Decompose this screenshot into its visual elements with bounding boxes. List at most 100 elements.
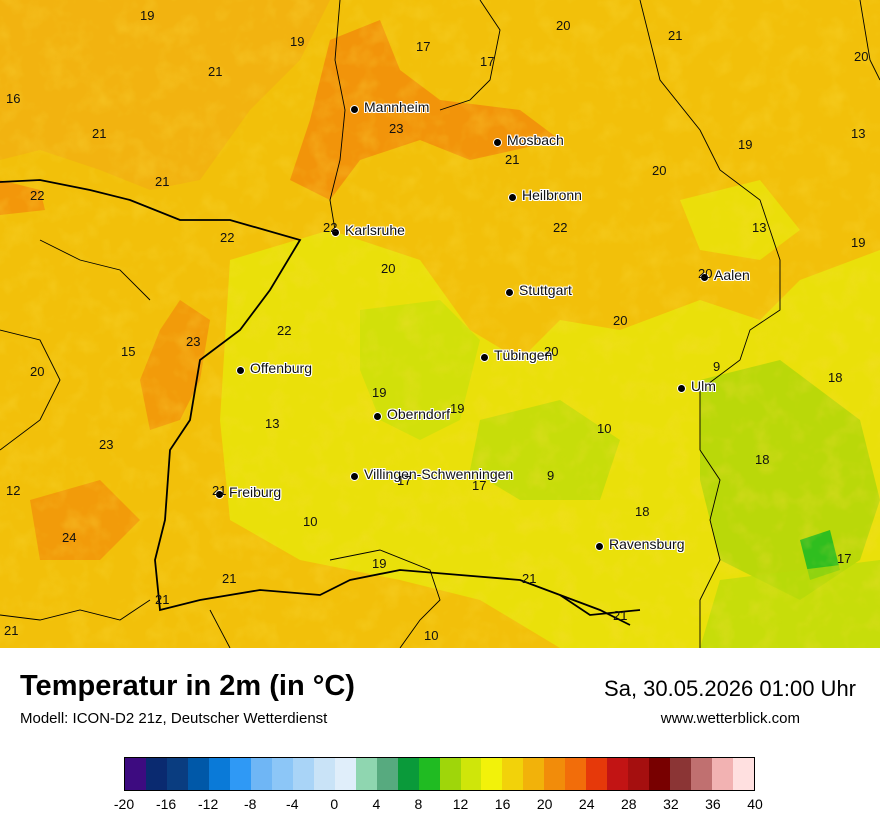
temperature-value: 21 xyxy=(155,592,170,607)
legend-tick-label: 24 xyxy=(578,796,595,812)
legend-swatch xyxy=(628,758,650,790)
legend-swatch xyxy=(670,758,692,790)
city-label: Offenburg xyxy=(250,360,313,376)
temperature-value: 17 xyxy=(837,551,852,566)
legend-tick-label: 32 xyxy=(663,796,679,812)
legend-tick-label: -20 xyxy=(113,796,135,812)
city-label: Mannheim xyxy=(364,99,430,115)
temperature-value: 20 xyxy=(652,163,667,178)
temperature-value: 22 xyxy=(323,220,338,235)
legend-tick-label: 0 xyxy=(330,796,339,812)
temperature-value: 10 xyxy=(597,421,612,436)
temperature-value: 15 xyxy=(121,344,136,359)
city-label: Oberndorf xyxy=(387,406,451,422)
legend-tick-label: 40 xyxy=(747,796,763,812)
legend-tick-label: 36 xyxy=(705,796,721,812)
temperature-value: 16 xyxy=(6,91,21,106)
temperature-value: 21 xyxy=(92,126,107,141)
legend-swatch xyxy=(460,758,482,790)
city-label: Stuttgart xyxy=(519,282,572,298)
temperature-value: 19 xyxy=(738,137,753,152)
temperature-value: 20 xyxy=(381,261,396,276)
legend-swatch xyxy=(250,758,272,790)
legend-tick-label: 4 xyxy=(372,796,381,812)
temperature-value: 20 xyxy=(544,344,559,359)
temperature-value: 24 xyxy=(62,530,77,545)
temperature-value: 22 xyxy=(553,220,568,235)
temperature-value: 21 xyxy=(613,608,628,623)
legend-swatch xyxy=(334,758,356,790)
city-marker xyxy=(373,412,382,421)
temperature-map xyxy=(0,0,880,648)
color-scale-legend xyxy=(124,757,755,791)
temperature-value: 17 xyxy=(397,473,412,488)
temperature-value: 23 xyxy=(99,437,114,452)
temperature-value: 20 xyxy=(854,49,869,64)
city-marker xyxy=(700,273,709,282)
city-marker xyxy=(595,542,604,551)
legend-swatch xyxy=(544,758,566,790)
temperature-value: 20 xyxy=(698,266,713,281)
legend-tick-label: 20 xyxy=(536,796,553,812)
model-subtitle: Modell: ICON-D2 21z, Deutscher Wetterdie… xyxy=(20,710,328,727)
website-link[interactable]: www.wetterblick.com xyxy=(660,710,800,727)
city-marker xyxy=(331,228,340,237)
temperature-value: 22 xyxy=(30,188,45,203)
temperature-value: 19 xyxy=(372,385,387,400)
temperature-value: 22 xyxy=(277,323,292,338)
forecast-datetime: Sa, 30.05.2026 01:00 Uhr xyxy=(604,676,856,701)
temperature-value: 10 xyxy=(424,628,439,643)
temperature-value: 18 xyxy=(828,370,843,385)
legend-tick-label: 16 xyxy=(494,796,511,812)
temperature-value: 13 xyxy=(265,416,280,431)
temperature-value: 19 xyxy=(450,401,465,416)
temperature-value: 12 xyxy=(6,483,21,498)
temperature-value: 19 xyxy=(372,556,387,571)
temperature-value: 23 xyxy=(389,121,404,136)
legend-swatch xyxy=(439,758,461,790)
city-label: Karlsruhe xyxy=(345,222,405,238)
temperature-value: 13 xyxy=(851,126,866,141)
city-label: Mosbach xyxy=(507,132,564,148)
legend-swatch xyxy=(271,758,293,790)
state-borders xyxy=(0,179,641,626)
temperature-value: 19 xyxy=(140,8,155,23)
city-marker xyxy=(508,193,517,202)
legend-swatch xyxy=(313,758,335,790)
district-borders xyxy=(0,0,880,648)
legend-swatch xyxy=(733,758,755,790)
temperature-value: 20 xyxy=(556,18,571,33)
legend-swatch xyxy=(397,758,419,790)
legend-swatch xyxy=(607,758,629,790)
texture-noise xyxy=(0,0,880,648)
city-label: Villingen-Schwenningen xyxy=(364,466,514,482)
city-marker xyxy=(505,288,514,297)
temperature-value: 19 xyxy=(851,235,866,250)
legend-swatch xyxy=(355,758,377,790)
legend-swatch xyxy=(229,758,251,790)
legend-swatch xyxy=(145,758,167,790)
temperature-value: 21 xyxy=(222,571,237,586)
temperature-value: 23 xyxy=(186,334,201,349)
legend-swatch xyxy=(565,758,587,790)
city-label: Freiburg xyxy=(229,484,282,500)
legend-tick-label: -16 xyxy=(155,796,177,812)
temperature-value: 20 xyxy=(30,364,45,379)
city-label: Ulm xyxy=(691,378,716,394)
city-marker xyxy=(493,138,502,147)
city-label: Heilbronn xyxy=(522,187,582,203)
city-label: Aalen xyxy=(714,267,750,283)
temperature-value: 9 xyxy=(713,359,721,374)
temperature-value: 21 xyxy=(4,623,19,638)
legend-tick-label: 28 xyxy=(621,796,637,812)
city-marker xyxy=(350,105,359,114)
legend-swatch xyxy=(376,758,398,790)
legend-swatch xyxy=(586,758,608,790)
temperature-value: 21 xyxy=(212,483,227,498)
temperature-value: 21 xyxy=(522,571,537,586)
temperature-value: 18 xyxy=(635,504,650,519)
temperature-value: 21 xyxy=(505,152,520,167)
temperature-value: 17 xyxy=(416,39,431,54)
legend-swatch xyxy=(292,758,314,790)
temperature-value: 13 xyxy=(752,220,767,235)
